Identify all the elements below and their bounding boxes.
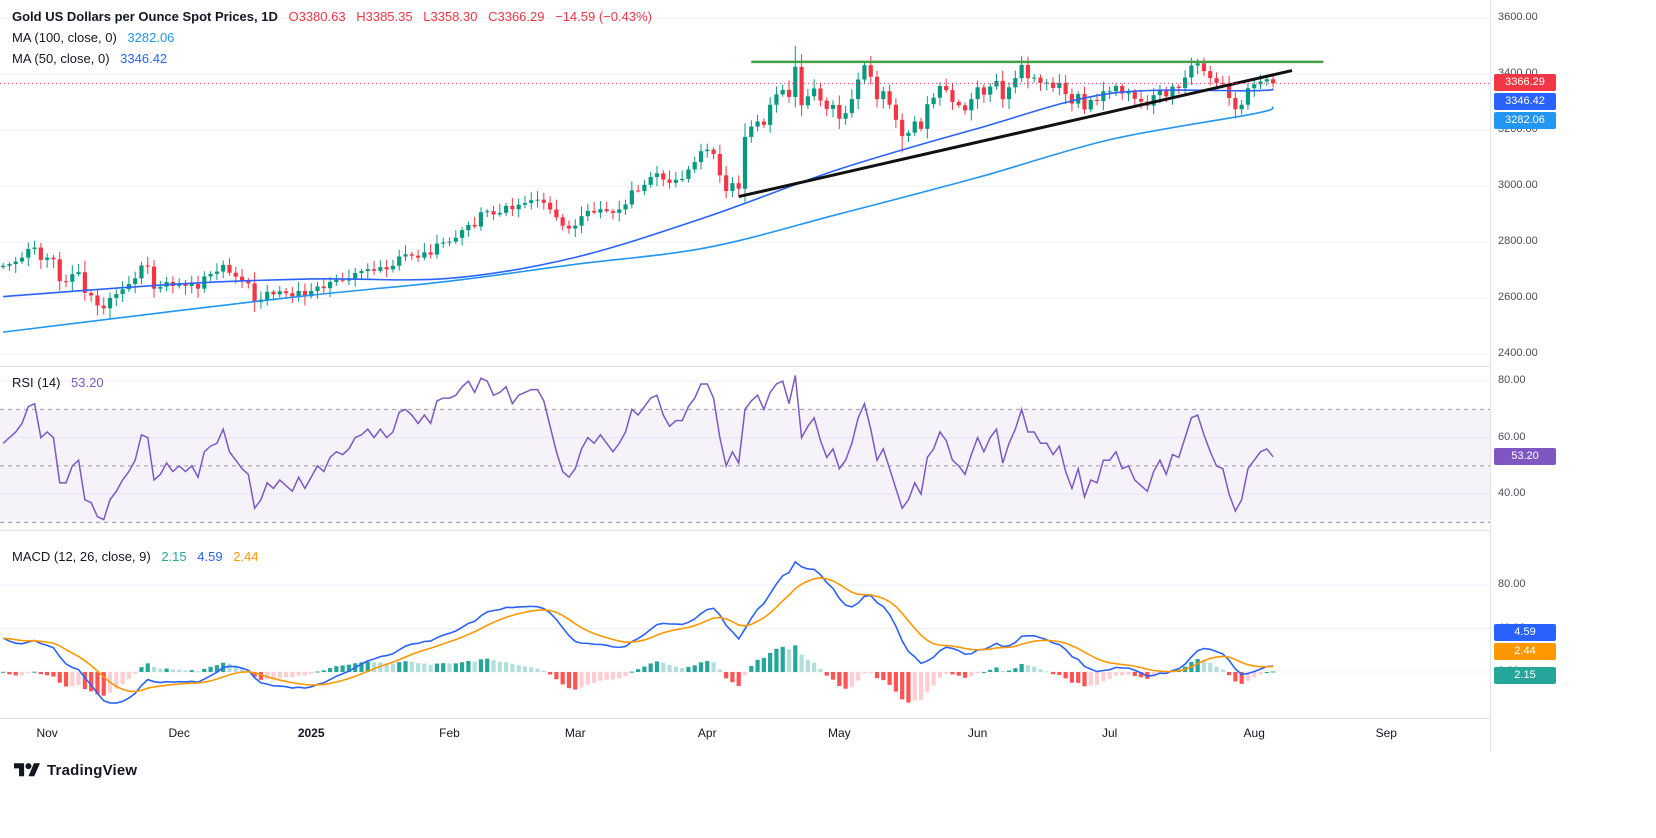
- price-axis-badge: 3282.06: [1494, 112, 1556, 130]
- price-legend: Gold US Dollars per Ounce Spot Prices, 1…: [12, 6, 652, 69]
- y-axis-tick: 2800.00: [1498, 234, 1538, 247]
- ohlc-low: L3358.30: [423, 9, 478, 24]
- time-axis[interactable]: Nov Dec 2025 Feb Mar Apr May Jun Jul Aug Sep: [0, 719, 1490, 751]
- rsi-axis-badge: 53.20: [1494, 447, 1556, 465]
- ma100-row: MA (100, close, 0) 3282.06: [12, 27, 652, 48]
- macd-signal-line[interactable]: [3, 577, 1274, 693]
- macd-histogram: [1, 645, 1276, 703]
- macd-chart-canvas[interactable]: [0, 531, 1490, 718]
- ma50-legend-value: 3346.42: [120, 51, 168, 66]
- rsi-line[interactable]: [2, 375, 1274, 521]
- ohlc-close: C3366.29: [488, 9, 545, 24]
- trendline[interactable]: [738, 69, 1293, 199]
- price-chart-canvas[interactable]: [0, 0, 1490, 366]
- macd-line[interactable]: [2, 560, 1274, 704]
- x-axis-tick-Nov: Nov: [36, 726, 58, 740]
- brand-name: TradingView: [47, 762, 138, 779]
- macd-axis-badge: 2.44: [1494, 643, 1556, 660]
- x-axis-tick-Feb: Feb: [439, 726, 460, 740]
- macd-signal-value: 2.44: [233, 549, 259, 564]
- x-axis-tick-May: May: [827, 726, 851, 740]
- x-axis-tick-Dec: Dec: [168, 726, 190, 740]
- y-axis-tick: 2600.00: [1498, 290, 1538, 303]
- ohlc-high: H3385.35: [356, 9, 413, 24]
- x-axis-tick-Sep: Sep: [1375, 726, 1397, 740]
- price-axis-column[interactable]: 3600.003400.003200.003000.002800.002600.…: [1490, 0, 1656, 752]
- y-axis-tick: 3000.00: [1498, 178, 1538, 191]
- ma50-line[interactable]: [3, 88, 1274, 298]
- price-axis-badge: 3346.42: [1494, 93, 1556, 111]
- price-rsi-separator[interactable]: [0, 366, 1656, 367]
- price-axis-badge: 3366.29: [1494, 74, 1556, 92]
- macd-legend-label[interactable]: MACD (12, 26, close, 9): [12, 549, 151, 564]
- tradingview-brand[interactable]: TradingView: [14, 760, 137, 781]
- symbol-row: Gold US Dollars per Ounce Spot Prices, 1…: [12, 6, 652, 27]
- macd-hist-value: 2.15: [161, 549, 187, 564]
- y-axis-tick: 80.00: [1498, 374, 1526, 387]
- y-axis-tick: 80.00: [1498, 578, 1526, 591]
- macd-legend: MACD (12, 26, close, 9) 2.15 4.59 2.44: [12, 546, 259, 567]
- rsi-legend-value: 53.20: [71, 375, 104, 390]
- ohlc-open: O3380.63: [288, 9, 346, 24]
- x-axis-tick-Apr: Apr: [697, 726, 717, 740]
- macd-line-value: 4.59: [197, 549, 223, 564]
- y-axis-tick: 40.00: [1498, 487, 1526, 500]
- candles-layer: [1, 45, 1276, 319]
- rsi-legend-label[interactable]: RSI (14): [12, 375, 61, 390]
- y-axis-tick: 60.00: [1498, 430, 1526, 443]
- ma100-legend-value: 3282.06: [127, 30, 175, 45]
- ma100-line[interactable]: [3, 106, 1274, 333]
- ma50-legend-label[interactable]: MA (50, close, 0): [12, 51, 110, 66]
- ma50-row: MA (50, close, 0) 3346.42: [12, 48, 652, 69]
- time-axis-separator: [0, 718, 1656, 719]
- rsi-chart-canvas[interactable]: [0, 367, 1490, 530]
- macd-axis-badge: 2.15: [1494, 667, 1556, 684]
- ohlc-change: −14.59 (−0.43%): [555, 9, 652, 24]
- tradingview-logo: [14, 763, 40, 777]
- x-axis-tick-Jul: Jul: [1101, 726, 1118, 740]
- symbol-title[interactable]: Gold US Dollars per Ounce Spot Prices, 1…: [12, 9, 278, 24]
- y-axis-tick: 2400.00: [1498, 346, 1538, 359]
- x-axis-tick-2025: 2025: [297, 726, 325, 740]
- macd-axis-badge: 4.59: [1494, 624, 1556, 641]
- rsi-macd-separator[interactable]: [0, 530, 1656, 531]
- x-axis-tick-Aug: Aug: [1243, 726, 1265, 740]
- x-axis-tick-Mar: Mar: [564, 726, 586, 740]
- x-axis-tick-Jun: Jun: [967, 726, 988, 740]
- rsi-legend: RSI (14) 53.20: [12, 372, 104, 393]
- y-axis-tick: 3600.00: [1498, 10, 1538, 23]
- ma100-legend-label[interactable]: MA (100, close, 0): [12, 30, 117, 45]
